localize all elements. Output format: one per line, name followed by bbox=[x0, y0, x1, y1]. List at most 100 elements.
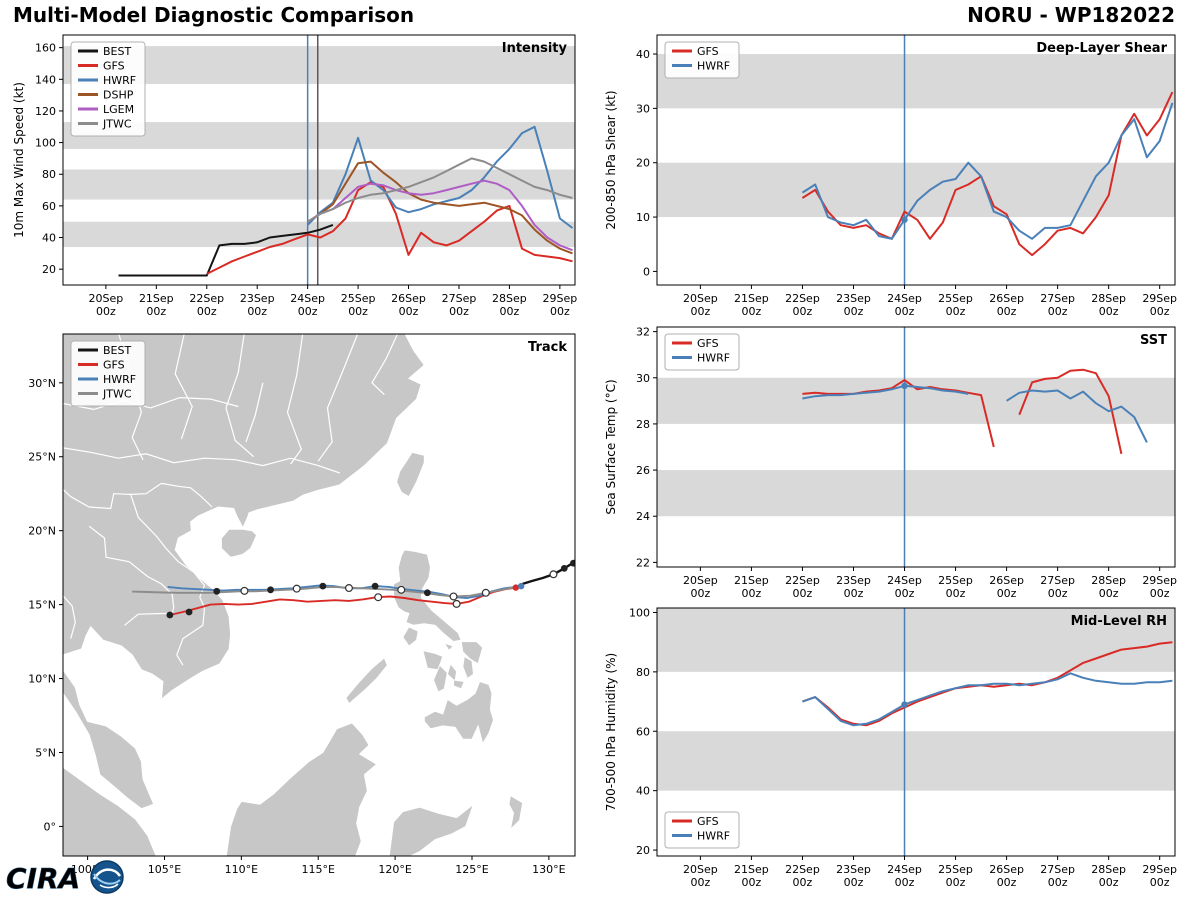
shear-x-tick-label: 29Sep bbox=[1142, 292, 1177, 305]
admin-border bbox=[317, 334, 359, 462]
rh-x-tick-label: 28Sep bbox=[1091, 863, 1126, 876]
intensity-shaded-band bbox=[63, 122, 575, 149]
admin-border bbox=[63, 447, 340, 474]
intensity-legend-label-hwrf: HWRF bbox=[103, 74, 136, 87]
intensity-x-tick-label2: 00z bbox=[197, 305, 217, 318]
intensity-legend-label-jtwc: JTWC bbox=[102, 118, 132, 131]
intensity-shaded-band bbox=[63, 46, 575, 85]
admin-border bbox=[88, 525, 175, 614]
intensity-series-lgem bbox=[307, 179, 573, 252]
sst-shaded-band bbox=[657, 377, 1175, 424]
intensity-x-tick-label2: 00z bbox=[348, 305, 368, 318]
admin-border bbox=[176, 607, 206, 666]
shear-x-tick-label: 25Sep bbox=[938, 292, 973, 305]
intensity-x-tick-label: 28Sep bbox=[492, 292, 527, 305]
intensity-frame bbox=[62, 34, 576, 286]
rh-x-tick-label: 26Sep bbox=[989, 863, 1024, 876]
track-filled-marker bbox=[560, 564, 568, 572]
shear-shaded-band bbox=[657, 162, 1175, 218]
shear-x-tick-label2: 00z bbox=[1048, 305, 1068, 318]
rh-y-tick-label: 80 bbox=[636, 666, 650, 679]
sst-x-tick-label2: 00z bbox=[1099, 587, 1119, 600]
intensity-x-tick-label: 24Sep bbox=[290, 292, 325, 305]
landmass bbox=[63, 668, 155, 810]
sst-x-tick-label: 24Sep bbox=[887, 574, 922, 587]
intensity-x-tick-label2: 00z bbox=[449, 305, 469, 318]
intensity-series-jtwc bbox=[307, 157, 573, 223]
rh-x-tick-label: 29Sep bbox=[1142, 863, 1177, 876]
landmass bbox=[443, 642, 455, 652]
shear-x-tick-label: 20Sep bbox=[683, 292, 718, 305]
sst-x-tick-label: 29Sep bbox=[1142, 574, 1177, 587]
rh-y-tick-label: 100 bbox=[629, 606, 650, 619]
track-open-marker bbox=[549, 570, 558, 579]
landmass bbox=[388, 802, 475, 856]
intensity-chart: 2040608010012014016020Sep00z21Sep00z22Se… bbox=[12, 34, 577, 318]
track-chart: 100°E 105°E 110°E 115°E 120°E 125°E 130°E0°5°N… bbox=[28, 333, 576, 876]
rh-ylabel: 700-500 hPa Humidity (%) bbox=[604, 653, 618, 811]
cira-logo-svg: CIRA bbox=[6, 860, 124, 895]
admin-border bbox=[63, 595, 76, 639]
sst-x-tick-label2: 00z bbox=[997, 587, 1017, 600]
track-panel-title: Track bbox=[528, 340, 567, 355]
track-filled-marker bbox=[166, 611, 174, 619]
landmass bbox=[508, 794, 524, 831]
rh-x-tick-label2: 00z bbox=[742, 876, 762, 889]
cira-logo-emblem bbox=[90, 860, 124, 894]
shear-x-tick-label2: 00z bbox=[1099, 305, 1119, 318]
sst-y-tick-label: 32 bbox=[636, 326, 650, 339]
track-open-marker bbox=[344, 584, 353, 593]
shear-ylabel: 200-850 hPa Shear (kt) bbox=[604, 90, 618, 229]
intensity-shaded-band bbox=[63, 169, 575, 200]
shear-x-tick-label: 28Sep bbox=[1091, 292, 1126, 305]
track-legend bbox=[70, 340, 146, 407]
admin-border bbox=[63, 396, 239, 411]
sst-x-tick-label2: 00z bbox=[1150, 587, 1170, 600]
sst-legend-label-gfs: GFS bbox=[697, 337, 719, 350]
intensity-y-tick-label: 120 bbox=[35, 105, 56, 118]
track-x-tick-label: 115°E bbox=[302, 863, 335, 876]
intensity-x-tick-label: 22Sep bbox=[189, 292, 224, 305]
shear-y-tick-label: 20 bbox=[636, 157, 650, 170]
intensity-x-tick-label: 20Sep bbox=[89, 292, 124, 305]
admin-border bbox=[161, 482, 213, 508]
track-y-tick-label: 5°N bbox=[35, 746, 56, 759]
rh-panel-title: Mid-Level RH bbox=[1071, 614, 1167, 629]
rh-legend-label-hwrf: HWRF bbox=[697, 830, 730, 843]
shear-x-tick-label: 27Sep bbox=[1040, 292, 1075, 305]
track-map-panel: 100°E 105°E 110°E 115°E 120°E 125°E 130°E 0° 5°N… bbox=[8, 325, 582, 900]
cira-logo: CIRA bbox=[4, 856, 134, 902]
track-legend-label-best: BEST bbox=[103, 344, 131, 357]
shear-x-tick-label2: 00z bbox=[690, 305, 710, 318]
sst-x-tick-label2: 00z bbox=[946, 587, 966, 600]
track-filled-marker bbox=[423, 589, 431, 597]
intensity-y-tick-label: 100 bbox=[35, 137, 56, 150]
intensity-y-tick-label: 40 bbox=[42, 232, 56, 245]
rh-x-tick-label: 24Sep bbox=[887, 863, 922, 876]
sst-panel-title: SST bbox=[1140, 333, 1167, 348]
shear-x-tick-label2: 00z bbox=[997, 305, 1017, 318]
cira-logo-text: CIRA bbox=[6, 862, 80, 895]
intensity-x-tick-label: 25Sep bbox=[341, 292, 376, 305]
rh-frame bbox=[656, 607, 1176, 857]
intensity-series-dshp bbox=[307, 160, 573, 255]
sst-x-tick-label2: 00z bbox=[895, 587, 915, 600]
intensity-y-tick-label: 60 bbox=[42, 200, 56, 213]
track-init-marker bbox=[517, 582, 525, 590]
intensity-y-tick-label: 80 bbox=[42, 168, 56, 181]
page-title: Multi-Model Diagnostic Comparison bbox=[13, 3, 415, 27]
sst-ylabel: Sea Surface Temp (°C) bbox=[604, 379, 618, 514]
landmass bbox=[402, 626, 419, 647]
shear-x-tick-label2: 00z bbox=[946, 305, 966, 318]
mid-level-rh-panel: 20 40 60 80 100 20Sep 00z 21Sep 00z 22Sep 00z 23Sep… bbox=[600, 599, 1182, 900]
intensity-y-tick-label: 140 bbox=[35, 73, 56, 86]
rh-x-tick-label2: 00z bbox=[690, 876, 710, 889]
sst-x-tick-label2: 00z bbox=[793, 587, 813, 600]
intensity-y-tick-label: 20 bbox=[42, 263, 56, 276]
shear-x-tick-label2: 00z bbox=[844, 305, 864, 318]
track-y-tick-label: 25°N bbox=[28, 451, 56, 464]
rh-x-tick-label: 21Sep bbox=[734, 863, 769, 876]
rh-x-tick-label2: 00z bbox=[895, 876, 915, 889]
shear-shaded-band bbox=[657, 54, 1175, 109]
track-x-tick-label: 110°E bbox=[225, 863, 258, 876]
